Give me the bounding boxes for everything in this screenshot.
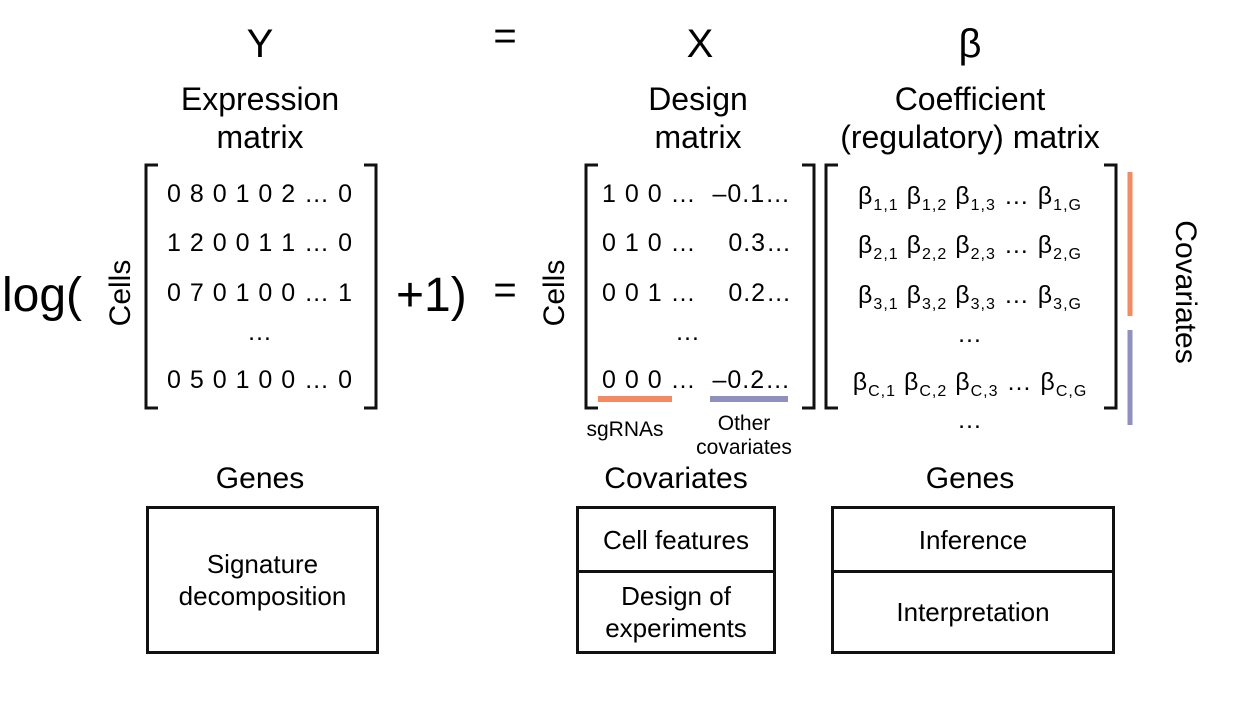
header-line: Expression [180,81,340,117]
equals-symbol-mid: = [493,268,517,312]
beta-cell: β2,1 [858,231,899,263]
header-line: matrix [216,119,304,155]
box-line: experiments [605,613,747,643]
beta-cell: β3,3 [955,281,996,313]
beta-row: β3,1 β3,2 β3,3 … β3,G [858,281,1082,314]
genes-label-right: Genes [925,462,1015,495]
beta-ellipsis: … [1003,182,1030,210]
box-line: Signature [206,549,319,579]
beta-cell: β2,G [1037,231,1082,263]
y-row: 0 8 0 1 0 2 … 0 [167,180,353,208]
genes-label-left: Genes [215,462,305,495]
expression-matrix-header: Expression matrix [181,80,339,156]
y-row: 0 7 0 1 0 0 … 1 [167,279,353,307]
inference-box: Inference [831,506,1115,573]
y-row: 0 5 0 1 0 0 … 0 [167,366,353,394]
beta-cell: β3,G [1037,281,1082,313]
beta-cell: β2,2 [906,231,948,263]
plus-one-close: +1) [396,269,467,322]
beta-ellipsis: … [1006,368,1033,396]
beta-left-bracket [824,163,838,410]
beta-symbol: β [958,22,982,66]
header-line: Design [648,81,748,117]
coefficient-matrix-header: Coefficient (regulatory) matrix [840,80,1100,156]
y-left-bracket [144,163,158,410]
cell-features-box: Cell features [576,506,776,573]
x-right-bracket [802,163,816,410]
y-row: 1 2 0 0 1 1 … 0 [167,229,353,257]
covariates-vertical-label: Covariates [1169,220,1202,364]
beta-cell: βC,2 [903,368,948,400]
other-covariates-label: Other covariates [696,412,792,460]
interpretation-box: Interpretation [831,570,1115,654]
design-of-experiments-box: Design of experiments [576,570,776,654]
label-line: covariates [696,436,792,459]
x-left-bracket [584,163,598,410]
beta-cell: β3,2 [906,281,948,313]
design-matrix-header: Design matrix [648,80,748,156]
beta-cell: β3,1 [858,281,899,313]
beta-ellipsis-row: … [957,320,983,348]
sgrnas-label: sgRNAs [586,418,664,441]
equals-symbol-top: = [493,14,517,58]
beta-cell: β2,3 [955,231,996,263]
x-row: … [675,318,701,346]
beta-cell: β1,1 [858,182,899,214]
beta-cell: β1,G [1037,182,1082,214]
box-line: decomposition [178,581,347,611]
beta-cell: βC,1 [852,368,897,400]
beta-cell: βC,3 [955,368,999,400]
header-line: Coefficient [894,81,1046,117]
beta-cell: β1,2 [906,182,948,214]
box-line: Interpretation [896,597,1050,627]
beta-cell: βC,G [1040,368,1088,400]
y-symbol: Y [246,22,274,66]
label-line: Other [717,412,771,435]
box-line: Cell features [603,524,749,555]
x-row: 1 0 0 … –0.1… [602,180,792,208]
covariates-label-bottom: Covariates [604,462,748,495]
y-right-bracket [364,163,378,410]
beta-row: βC,1 βC,2 βC,3 … βC,G [853,368,1088,401]
beta-right-bracket [1104,163,1118,410]
box-line: Inference [918,524,1028,555]
header-line: matrix [654,119,742,155]
x-row: 0 0 1 … 0.2… [602,279,793,307]
header-line: (regulatory) matrix [840,119,1100,155]
beta-row: β2,1 β2,2 β2,3 … β2,G [858,231,1082,264]
beta-ellipsis: … [1003,281,1030,309]
y-row: … [247,318,273,346]
beta-row: β1,1 β1,2 β1,3 … β1,G [858,182,1082,215]
beta-ellipsis: … [1003,231,1030,259]
log-open: log( [2,269,83,322]
beta-below-ellipsis: … [957,406,983,434]
x-row: 0 1 0 … 0.3… [602,229,793,257]
box-line: Design of [621,581,731,611]
beta-cell: β1,3 [955,182,996,214]
x-symbol: X [686,22,714,66]
signature-decomposition-box: Signature decomposition [146,506,379,654]
x-row: 0 0 0 … –0.2… [602,366,792,394]
